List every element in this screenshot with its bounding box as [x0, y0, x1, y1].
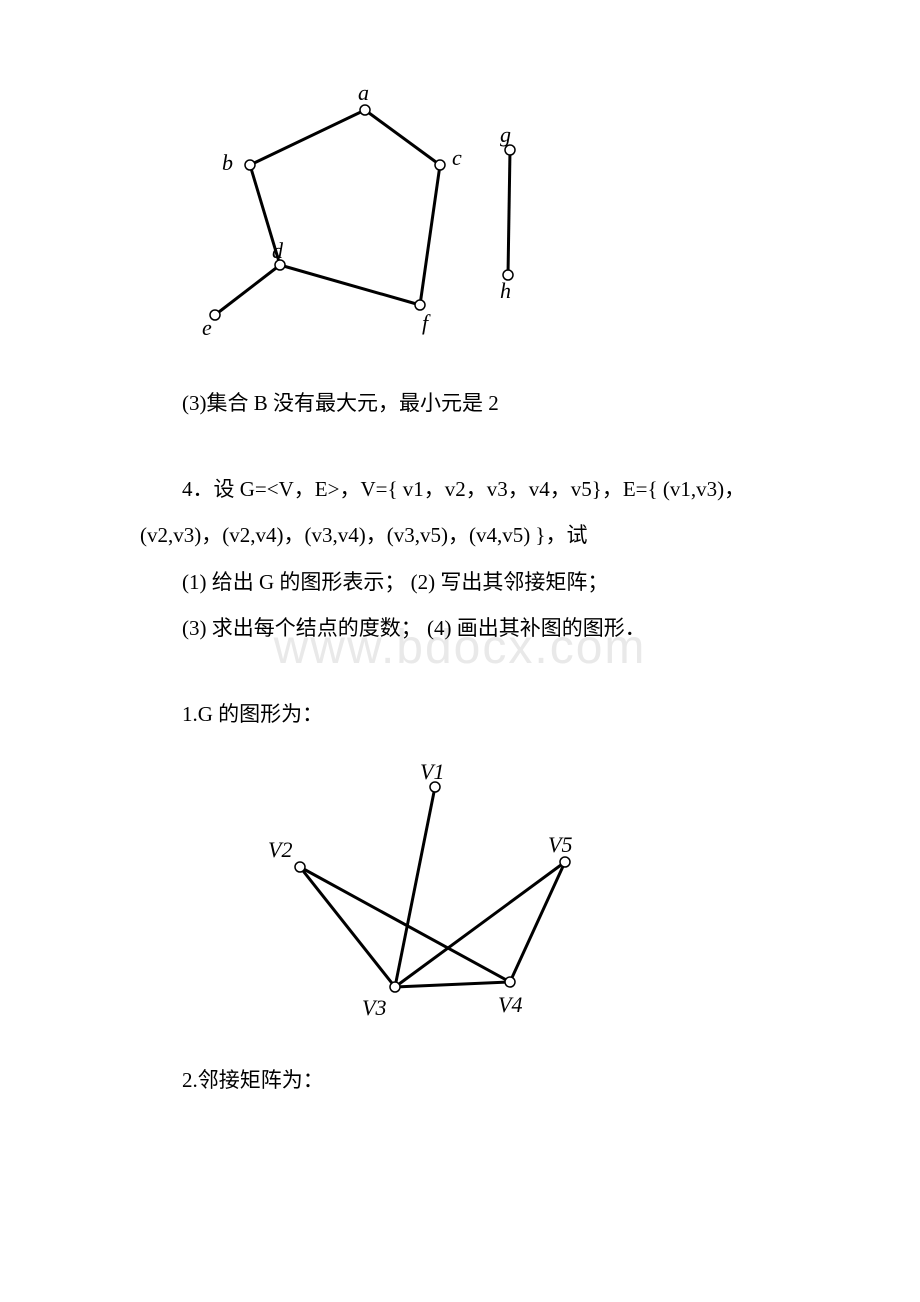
- problem-4-sub2: (3) 求出每个结点的度数； (4) 画出其补图的图形．: [140, 605, 800, 651]
- svg-text:V2: V2: [268, 837, 292, 862]
- svg-text:V1: V1: [420, 759, 444, 784]
- problem-4-sub1: (1) 给出 G 的图形表示； (2) 写出其邻接矩阵；: [140, 559, 800, 605]
- answer-2-label: 2.邻接矩阵为：: [140, 1057, 800, 1103]
- svg-text:V4: V4: [498, 992, 522, 1017]
- svg-text:c: c: [452, 145, 462, 170]
- answer-1-label: 1.G 的图形为：: [140, 691, 800, 737]
- svg-text:e: e: [202, 315, 212, 340]
- figure-1: a b c d e f g h: [160, 80, 800, 350]
- svg-text:V5: V5: [548, 832, 572, 857]
- svg-text:d: d: [272, 238, 284, 263]
- problem-4-statement: 4．设 G=<V，E>，V={ v1，v2，v3，v4，v5}，E={ (v1,…: [140, 466, 800, 558]
- figure-2: V1 V2 V3 V4 V5: [220, 757, 800, 1027]
- svg-text:a: a: [358, 80, 369, 105]
- svg-text:V3: V3: [362, 995, 386, 1020]
- svg-text:h: h: [500, 278, 511, 303]
- svg-text:b: b: [222, 150, 233, 175]
- svg-text:f: f: [422, 310, 431, 335]
- svg-text:g: g: [500, 122, 511, 147]
- text-q3-answer: (3)集合 B 没有最大元，最小元是 2: [140, 380, 800, 426]
